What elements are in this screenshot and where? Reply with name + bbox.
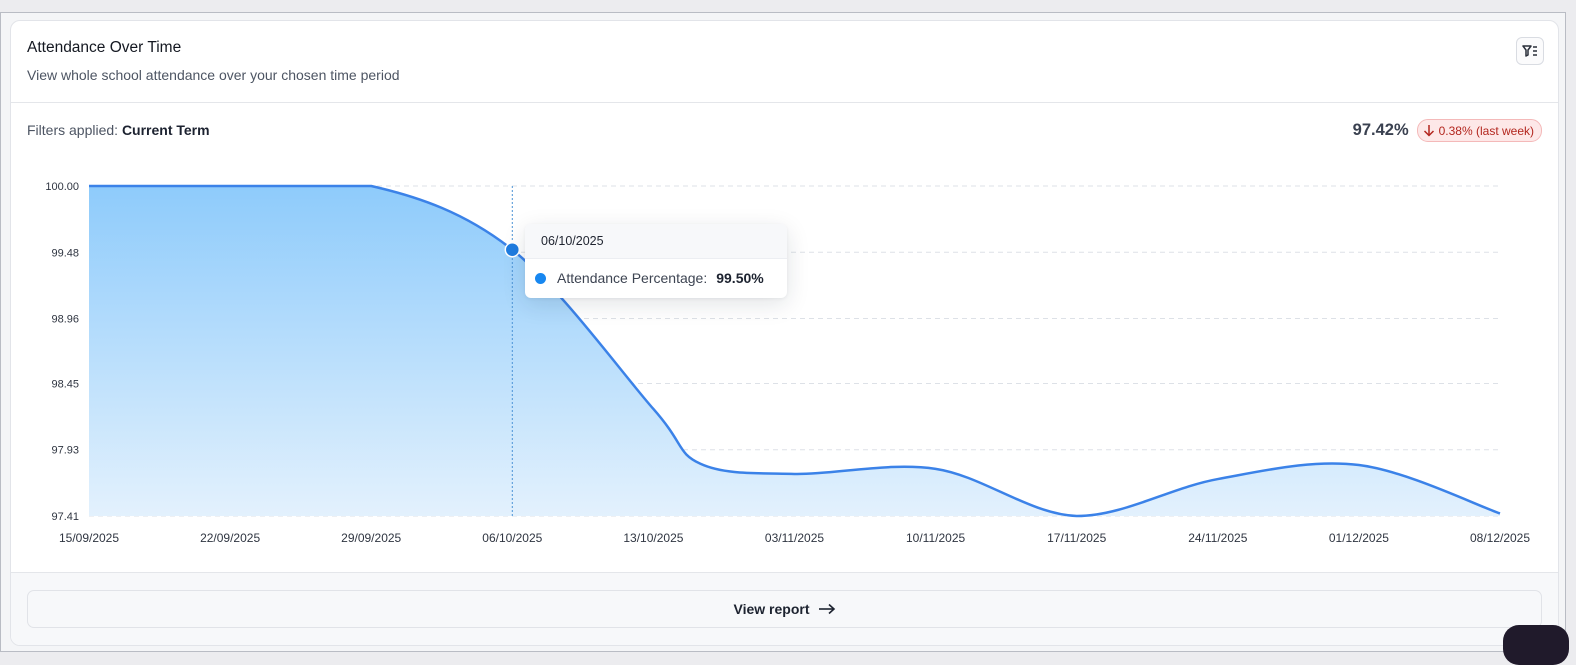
- x-tick-label: 24/11/2025: [1188, 531, 1247, 545]
- x-tick-label: 06/10/2025: [482, 531, 542, 545]
- y-tick-label: 98.96: [51, 314, 79, 326]
- tooltip-header: 06/10/2025: [525, 224, 787, 259]
- card-header: Attendance Over Time View whole school a…: [11, 21, 1558, 103]
- chart-tooltip: 06/10/2025 Attendance Percentage: 99.50%: [525, 224, 787, 298]
- view-report-button[interactable]: View report: [27, 590, 1542, 628]
- x-tick-label: 10/11/2025: [906, 531, 965, 545]
- view-report-label: View report: [733, 601, 810, 617]
- series-dot-icon: [535, 272, 546, 284]
- card-subtitle: View whole school attendance over your c…: [27, 67, 400, 83]
- x-tick-label: 29/09/2025: [341, 531, 401, 545]
- attendance-card: Attendance Over Time View whole school a…: [10, 20, 1559, 646]
- y-tick-label: 98.45: [51, 378, 79, 390]
- x-tick-label: 03/11/2025: [765, 531, 824, 545]
- hover-point: [504, 241, 521, 258]
- x-tick-label: 08/12/2025: [1470, 531, 1530, 545]
- summary-stat: 97.42% 0.38% (last week): [1353, 119, 1542, 142]
- x-tick-label: 15/09/2025: [59, 531, 119, 545]
- x-tick-label: 01/12/2025: [1329, 531, 1389, 545]
- series-line: [89, 184, 1501, 518]
- y-tick-label: 97.41: [51, 511, 79, 523]
- chat-widget-button[interactable]: [1503, 625, 1569, 665]
- tooltip-label: Attendance Percentage:: [557, 270, 708, 286]
- x-tick-label: 13/10/2025: [623, 531, 683, 545]
- y-tick-label: 97.93: [51, 445, 79, 457]
- card-footer: View report: [11, 572, 1558, 645]
- tooltip-value: 99.50%: [716, 270, 764, 286]
- filters-applied: Filters applied: Current Term: [27, 122, 210, 138]
- filters-value: Current Term: [121, 122, 210, 138]
- card-title: Attendance Over Time: [27, 39, 182, 56]
- change-badge: 0.38% (last week): [1416, 119, 1542, 142]
- tooltip-body: Attendance Percentage: 99.50%: [535, 270, 764, 286]
- y-tick-label: 99.48: [51, 247, 79, 259]
- series-area: [89, 186, 1500, 516]
- attendance-chart: 100.00 99.48 98.96 98.45 97.93 97.41 15/09/202…: [45, 181, 1530, 545]
- arrow-right-icon: [818, 603, 835, 615]
- filter-button[interactable]: [1516, 37, 1544, 65]
- change-text: 0.38% (last week): [1438, 123, 1534, 138]
- arrow-down-icon: [1423, 125, 1434, 137]
- attendance-value: 97.42%: [1352, 121, 1409, 139]
- x-tick-label: 17/11/2025: [1047, 531, 1106, 545]
- filter-list-icon: [1522, 45, 1537, 57]
- tooltip-date: 06/10/2025: [541, 234, 604, 248]
- filters-prefix: Filters applied:: [27, 122, 119, 138]
- x-tick-label: 22/09/2025: [200, 531, 260, 545]
- y-tick-label: 100.00: [45, 181, 79, 193]
